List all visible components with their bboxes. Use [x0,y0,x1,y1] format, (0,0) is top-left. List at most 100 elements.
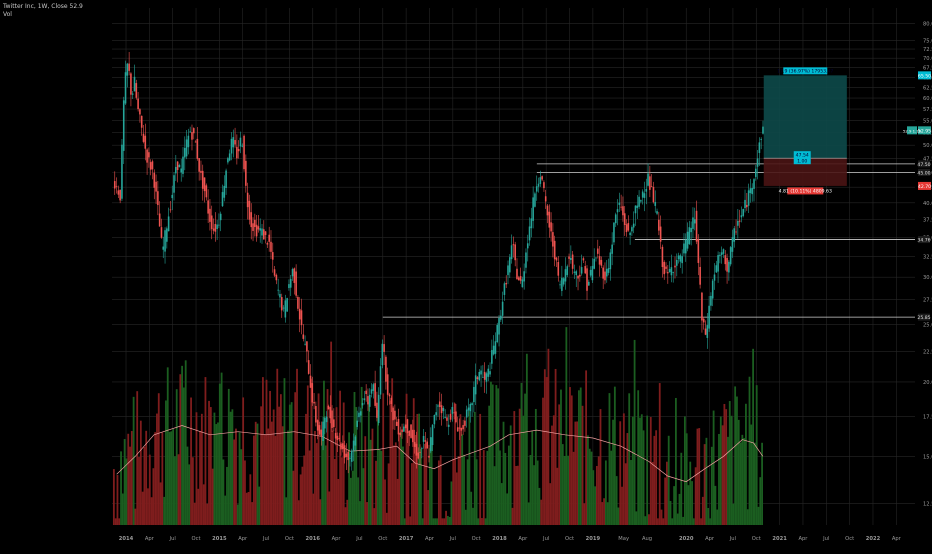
volume-bar [691,481,693,525]
volume-bar [114,518,117,525]
volume-bar [141,491,144,525]
candle-body [146,149,148,163]
volume-bar [112,469,115,525]
x-tick-label: 2020 [679,536,694,542]
candle-body [456,427,459,432]
volume-bar [213,412,216,525]
volume-bar [382,393,385,525]
volume-bar [314,430,316,525]
volume-bar [181,365,184,525]
volume-bar [134,508,137,525]
volume-bar [567,455,570,525]
target-zone [763,75,847,159]
volume-bar [227,388,230,525]
candle-body [320,429,323,437]
volume-bar [208,400,210,525]
volume-bar [741,434,744,525]
x-tick-label: 2018 [492,536,507,542]
volume-bar [640,414,643,525]
candle-body [291,269,294,277]
candle-body [483,371,486,380]
volume-bar [308,450,311,525]
volume-bar [127,433,130,525]
candle-body [697,239,700,263]
candle-body [449,413,452,420]
volume-bar [299,474,302,525]
candle-body [372,384,375,391]
level-price-box [918,313,930,321]
candle-body [539,177,542,184]
volume-bar [637,390,640,525]
volume-bar [256,423,259,525]
volume-bar [667,435,670,525]
volume-bar [360,386,363,525]
x-tick-label: Oct [472,536,481,542]
volume-bar [561,444,564,525]
volume-bar [545,377,548,525]
volume-bar [707,507,710,525]
y-tick-label: 37.50 [923,218,932,224]
volume-bar [411,463,413,525]
volume-bar [437,460,440,525]
volume-bar [482,450,485,525]
candle-body [675,259,678,266]
volume-bar [416,413,419,525]
candle-body [399,432,402,435]
candle-body [692,217,694,229]
candle-body [571,254,574,269]
volume-bar [721,425,724,525]
volume-bar [425,442,428,525]
volume-bar [195,412,198,525]
volume-bar [231,409,234,525]
x-tick-label: Apr [798,536,808,542]
candle-body [358,412,360,418]
volume-bar [680,452,683,525]
candle-body [191,132,193,140]
candle-body [720,252,723,255]
candle-body [245,160,247,186]
candle-body [677,255,680,260]
volume-bar [694,467,697,525]
candle-body [582,258,585,261]
volume-bar [613,386,616,525]
volume-bar [118,518,121,525]
x-tick-label: 2021 [772,536,787,542]
volume-bar [520,382,523,525]
candle-body [185,139,188,157]
volume-bar [594,486,596,525]
volume-bar [290,402,293,525]
volume-bar [696,428,699,525]
volume-bar [281,426,284,525]
candle-body [575,271,578,276]
candle-body [318,425,321,435]
candle-body [534,193,536,207]
volume-bar [330,341,333,525]
volume-bar [312,493,315,525]
candle-body [187,135,190,148]
candle-body [433,415,436,425]
x-tick-label: Oct [378,536,387,542]
x-tick-label: Jul [822,536,829,542]
candle-body [342,443,344,450]
volume-bar [608,393,611,525]
volume-bar [188,464,191,525]
candle-body [706,325,709,338]
volume-bar [621,486,623,525]
volume-bar [459,414,462,525]
x-tick-label: Jul [729,536,736,542]
candle-body [616,209,619,213]
candle-body [311,383,314,403]
candle-body [413,441,416,447]
last-price-tag: 52.9 1.18 [903,128,922,133]
y-tick-label: 20.00 [923,380,932,386]
level-price-box [918,168,930,176]
candle-body [194,141,197,143]
candle-body [478,371,481,381]
candle-body [139,109,141,115]
volume-bar [723,403,726,525]
volume-bar [464,509,467,525]
volume-bar [588,448,591,525]
candle-body [219,213,222,221]
